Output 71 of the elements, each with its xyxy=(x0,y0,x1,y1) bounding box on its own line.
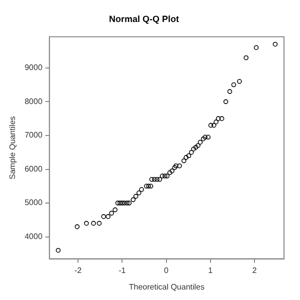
point xyxy=(109,210,114,216)
point xyxy=(126,200,132,206)
point xyxy=(202,134,208,140)
chart-title: Normal Q-Q Plot xyxy=(108,14,180,24)
x-axis-title: Theoretical Quantiles xyxy=(128,282,204,292)
y-tick-label: 6000 xyxy=(24,164,43,174)
point xyxy=(149,176,154,182)
point xyxy=(96,220,102,226)
point xyxy=(200,136,206,142)
point xyxy=(244,55,248,60)
point xyxy=(237,79,242,84)
point xyxy=(115,200,120,206)
y-tick-label: 5000 xyxy=(24,198,43,208)
point xyxy=(164,174,170,178)
y-axis-title: Sample Quantiles xyxy=(8,116,18,180)
point xyxy=(193,144,198,150)
point xyxy=(214,120,218,124)
point xyxy=(186,153,192,158)
point xyxy=(181,158,186,164)
point xyxy=(219,116,224,121)
point xyxy=(148,184,154,189)
point xyxy=(196,143,200,148)
point xyxy=(74,224,80,230)
point xyxy=(198,140,203,145)
x-tick-label: 0 xyxy=(164,266,170,275)
point xyxy=(167,170,172,176)
point xyxy=(118,200,122,206)
y-tick-label: 9000 xyxy=(24,63,43,72)
point xyxy=(106,214,110,219)
point xyxy=(272,42,278,47)
point xyxy=(216,116,221,121)
point xyxy=(152,176,157,182)
point xyxy=(144,184,149,189)
point xyxy=(146,184,152,189)
x-tick-label: -2 xyxy=(74,266,82,275)
x-tick-label: 1 xyxy=(208,266,214,275)
point xyxy=(191,146,196,152)
point xyxy=(122,200,127,206)
point xyxy=(206,134,211,140)
point xyxy=(254,45,259,50)
point xyxy=(188,150,194,155)
y-tick-label: 7000 xyxy=(24,130,43,140)
point xyxy=(170,168,174,174)
point xyxy=(101,214,106,219)
point xyxy=(211,122,216,128)
point xyxy=(223,99,228,104)
point xyxy=(120,200,125,206)
point xyxy=(91,220,96,226)
point xyxy=(157,176,162,182)
point xyxy=(130,197,136,202)
point xyxy=(124,200,130,206)
point xyxy=(136,190,142,196)
point xyxy=(56,248,61,253)
point xyxy=(112,207,118,212)
point xyxy=(133,194,138,199)
point xyxy=(154,176,160,182)
point xyxy=(84,220,89,226)
point xyxy=(177,163,182,168)
point xyxy=(227,89,232,94)
point xyxy=(174,163,178,168)
point xyxy=(208,122,214,128)
point xyxy=(160,174,165,178)
x-tick-label: 2 xyxy=(252,266,258,275)
point xyxy=(184,155,188,160)
y-tick-label: 4000 xyxy=(24,232,43,242)
point xyxy=(139,187,144,192)
point xyxy=(162,174,168,178)
point xyxy=(172,165,178,170)
x-tick-label: -1 xyxy=(118,266,126,275)
point xyxy=(231,82,236,88)
y-tick-label: 8000 xyxy=(24,96,43,106)
